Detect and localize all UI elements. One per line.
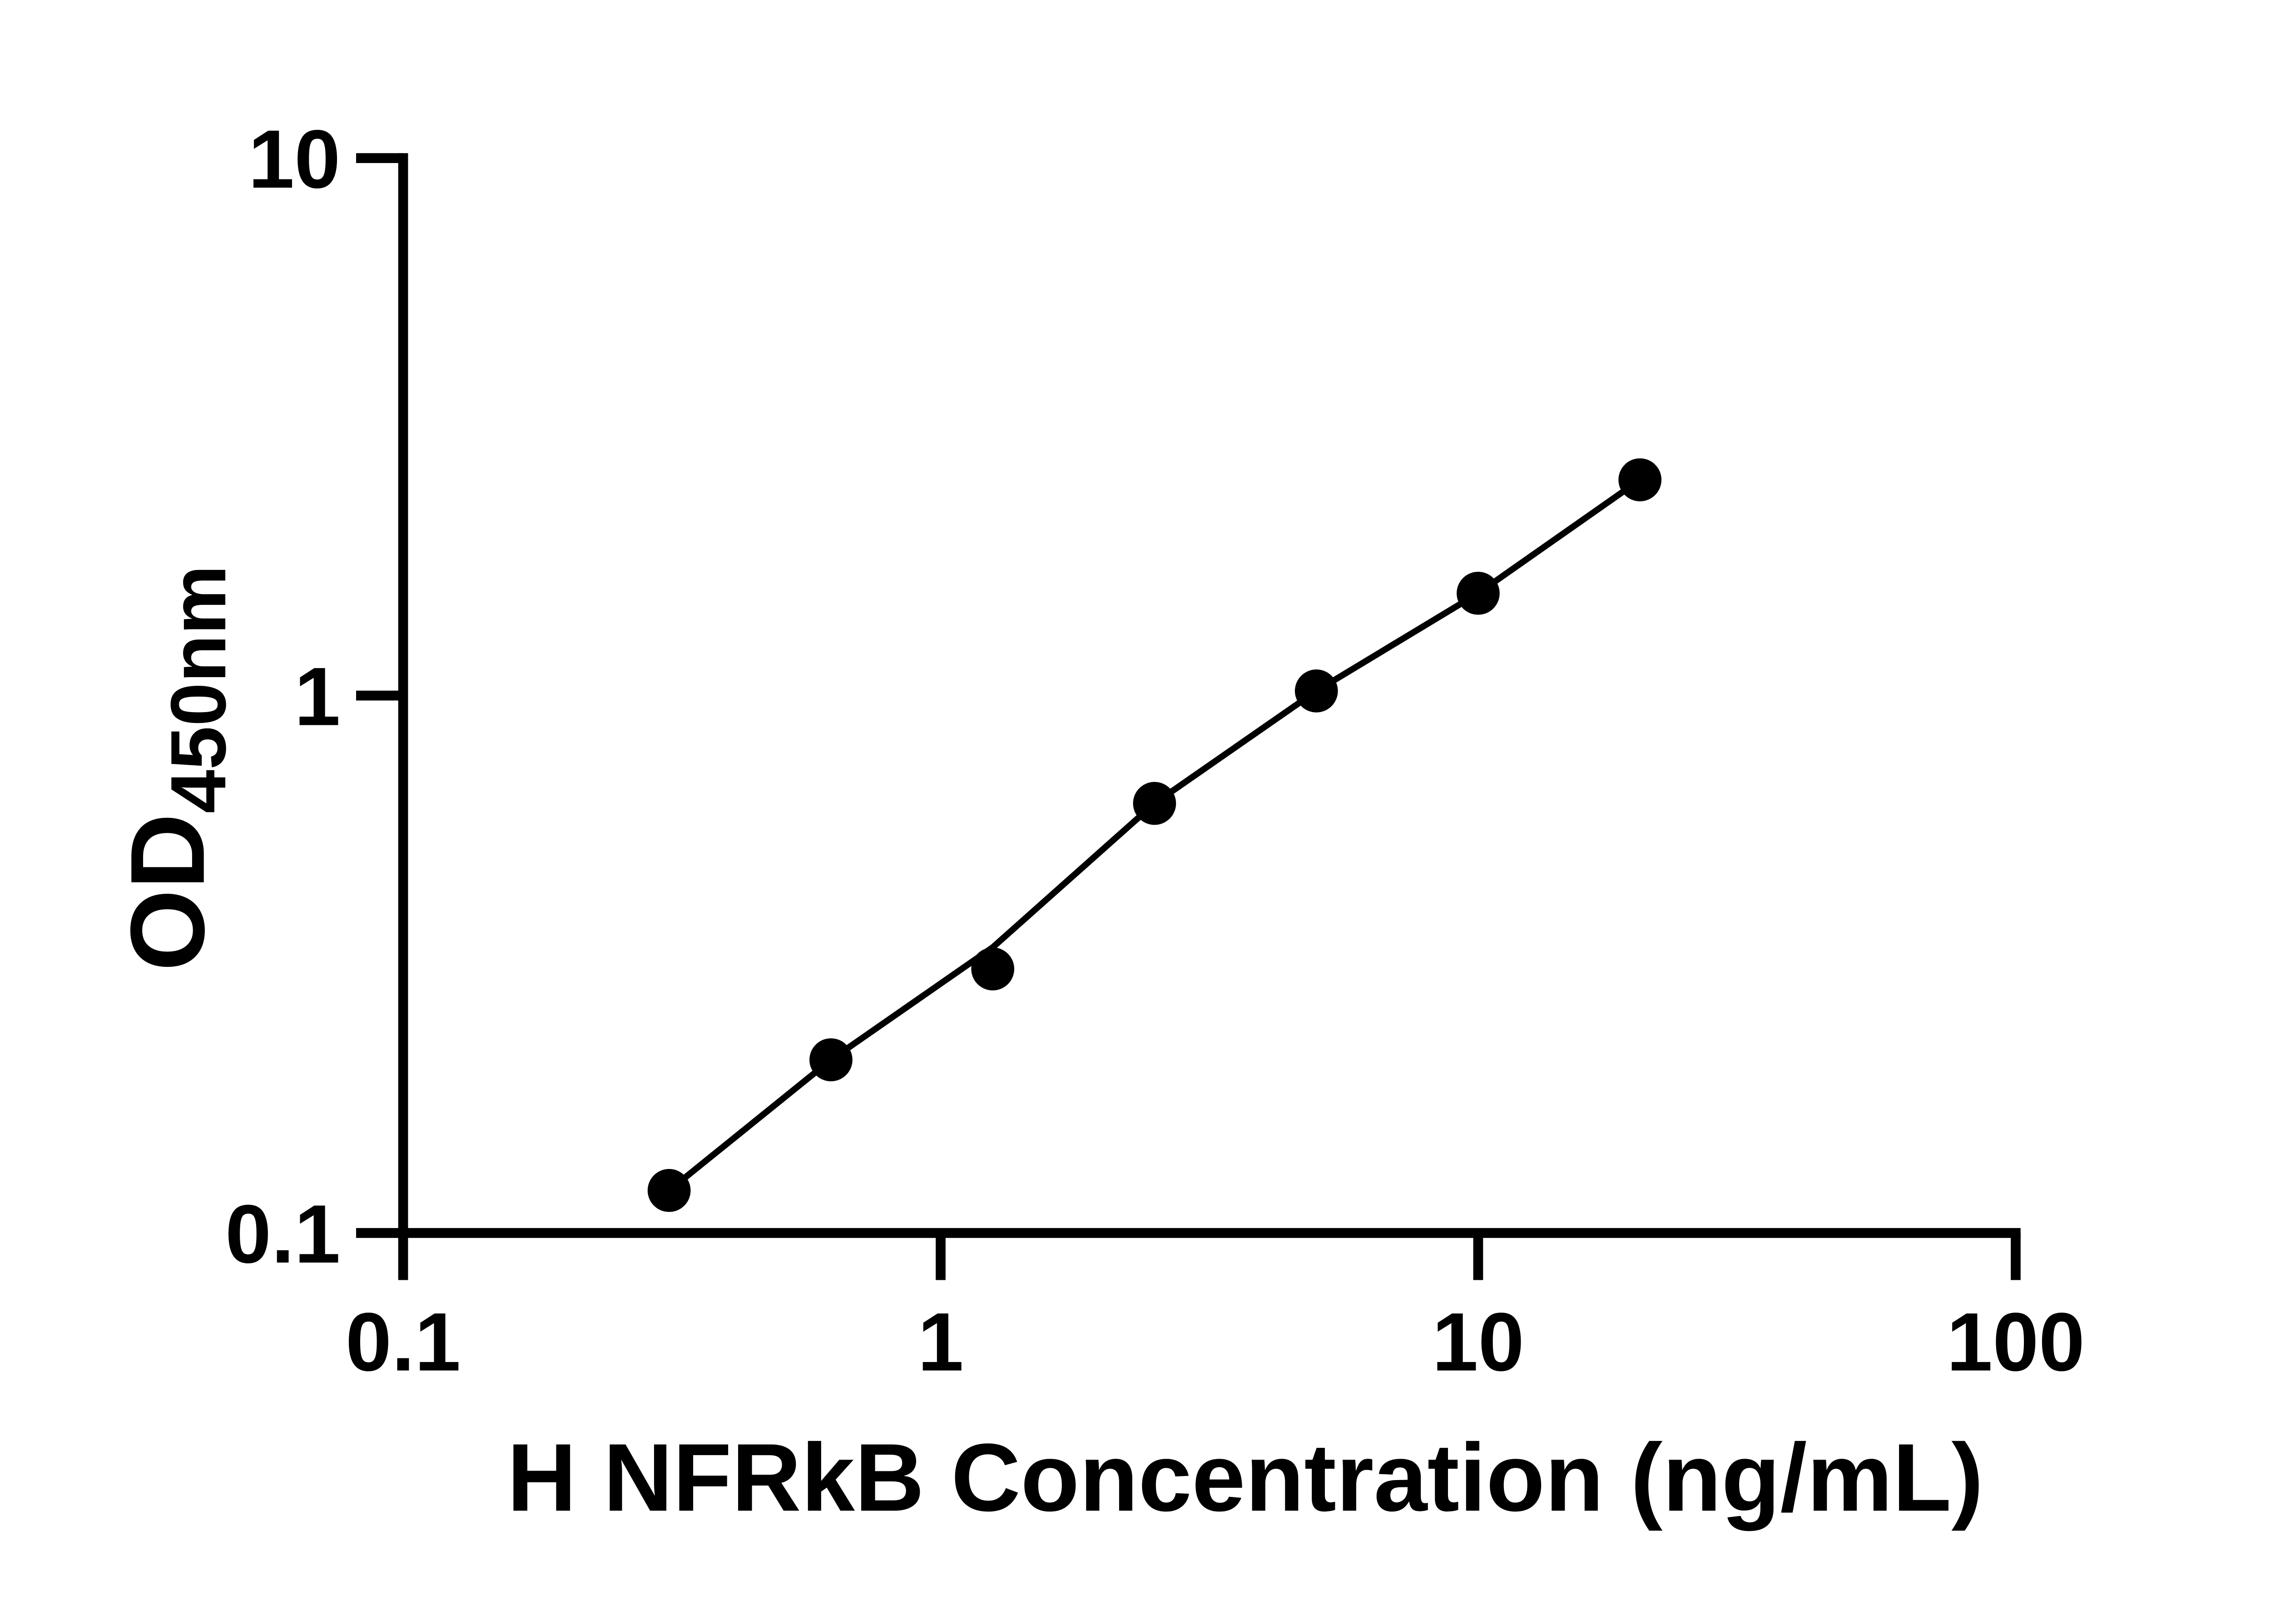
y-tick-label: 10 xyxy=(248,113,341,205)
y-axis-title: OD450nm xyxy=(109,565,242,971)
y-axis-title-subscript: 450nm xyxy=(154,565,242,813)
y-tick-label: 1 xyxy=(294,650,340,743)
x-tick-label: 100 xyxy=(1947,1296,2085,1388)
data-point xyxy=(809,1038,853,1081)
y-tick-label: 0.1 xyxy=(225,1188,341,1280)
x-tick-label: 0.1 xyxy=(346,1296,461,1388)
y-axis-title-main: OD xyxy=(109,813,227,971)
x-tick-label: 1 xyxy=(917,1296,963,1388)
x-tick-label: 10 xyxy=(1432,1296,1524,1388)
data-point xyxy=(1457,572,1500,615)
data-point xyxy=(1133,782,1176,825)
data-point xyxy=(647,1168,691,1212)
data-point xyxy=(971,947,1015,990)
data-point xyxy=(1294,669,1338,713)
data-point xyxy=(1618,458,1661,501)
x-axis-title: H NFRkB Concentration (ng/mL) xyxy=(507,1423,1983,1531)
